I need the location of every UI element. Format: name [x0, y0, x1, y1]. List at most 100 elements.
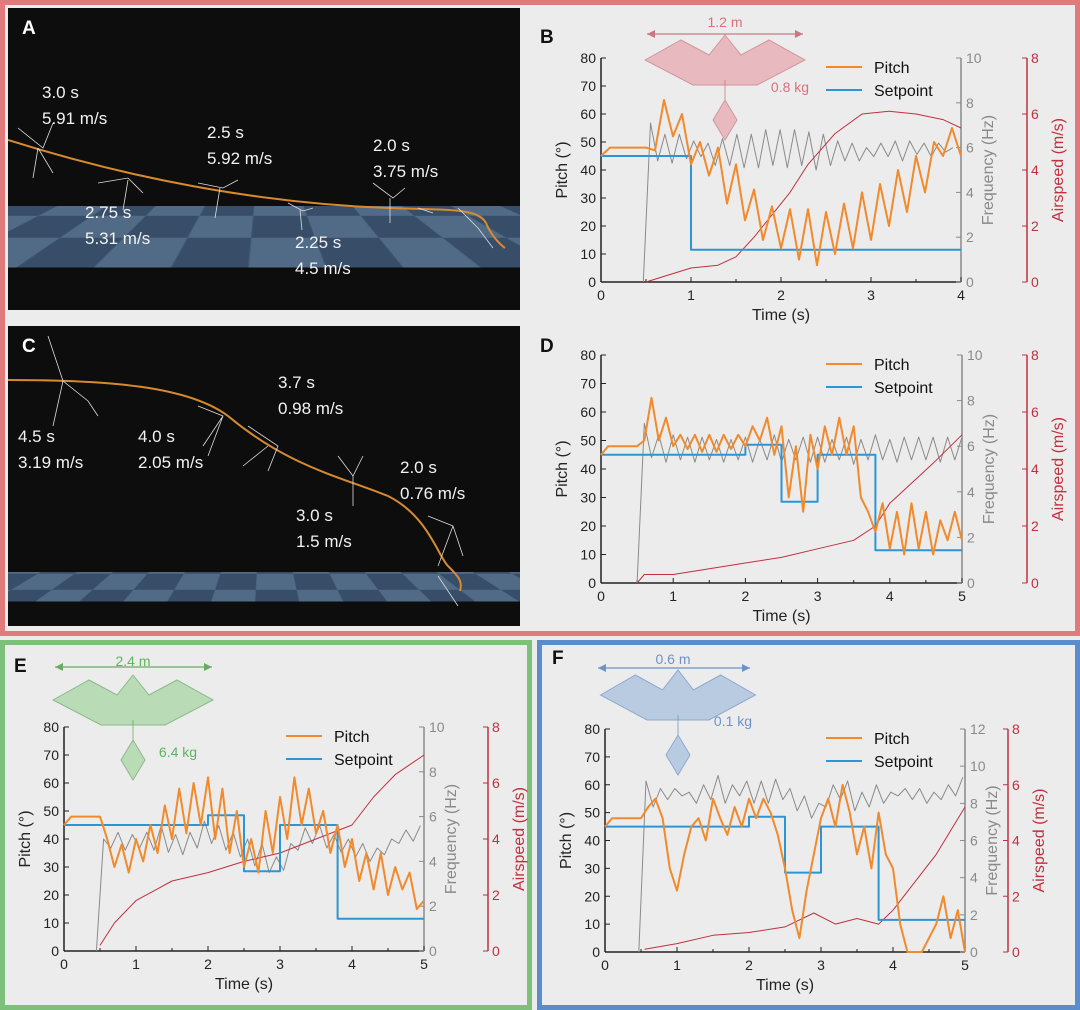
pitch-line: [63, 776, 425, 910]
pitch-line: [600, 99, 962, 267]
panel-letter-d: D: [540, 336, 554, 357]
x-tick-label: 1: [669, 588, 677, 604]
mass-label-b: 0.8 kg: [771, 79, 809, 95]
x-tick-label: 5: [420, 956, 428, 972]
trajectory-a: [8, 122, 506, 249]
legend-setpoint-label: Setpoint: [334, 752, 393, 769]
span-label-b: 1.2 m: [707, 14, 742, 30]
y-tick-label: 10: [584, 916, 600, 932]
y3-tick-label: 4: [1012, 833, 1020, 849]
y-tick-label: 40: [43, 831, 59, 847]
y-axis-title: Pitch (°): [554, 141, 571, 198]
panel-letter-b: B: [540, 27, 554, 48]
airspeed-line: [644, 806, 966, 950]
y2-tick-label: 0: [967, 575, 975, 591]
y2-axis-title: Frequency (Hz): [443, 784, 460, 894]
x-tick-label: 3: [814, 588, 822, 604]
airspeed-line: [99, 754, 425, 946]
y2-tick-label: 0: [970, 944, 978, 960]
y3-axis-title: Airspeed (m/s): [1050, 417, 1067, 521]
x-tick-label: 1: [687, 287, 695, 303]
y2-tick-label: 2: [970, 907, 978, 923]
y-tick-label: 50: [584, 805, 600, 821]
airspeed-line: [636, 434, 963, 584]
sim-label: 2.0 s 3.75 m/s: [373, 136, 439, 181]
sim-label: 2.5 s 5.92 m/s: [207, 123, 273, 168]
x-axis-title: Time (s): [756, 977, 814, 994]
y2-tick-label: 0: [966, 274, 974, 290]
x-tick-label: 4: [348, 956, 356, 972]
legend-pitch-label: Pitch: [334, 729, 370, 746]
y-tick-label: 0: [592, 944, 600, 960]
x-tick-label: 1: [673, 957, 681, 973]
legend-setpoint-label: Setpoint: [874, 380, 933, 397]
y3-tick-label: 0: [492, 943, 500, 959]
x-tick-label: 3: [867, 287, 875, 303]
y-tick-label: 50: [580, 134, 596, 150]
tail-shape: [712, 80, 738, 141]
panel-group-ad-border: [0, 0, 1080, 636]
y3-tick-label: 8: [492, 719, 500, 735]
y2-tick-label: 8: [966, 95, 974, 111]
y2-tick-label: 4: [970, 870, 978, 886]
sim-label: 3.7 s 0.98 m/s: [278, 373, 344, 418]
sim-label: 2.0 s 0.76 m/s: [400, 458, 466, 503]
y-tick-label: 20: [584, 888, 600, 904]
y2-tick-label: 6: [429, 809, 437, 825]
y-tick-label: 80: [43, 719, 59, 735]
y-axis-title: Pitch (°): [554, 440, 571, 497]
y-tick-label: 50: [580, 433, 596, 449]
frequency-line: [95, 820, 421, 952]
y2-tick-label: 4: [966, 184, 974, 200]
y3-tick-label: 4: [1031, 461, 1039, 477]
legend-setpoint-label: Setpoint: [874, 83, 933, 100]
y-tick-label: 70: [580, 376, 596, 392]
y-tick-label: 80: [580, 50, 596, 66]
x-tick-label: 0: [597, 287, 605, 303]
y-tick-label: 80: [580, 347, 596, 363]
y2-axis-title: Frequency (Hz): [980, 115, 997, 225]
y-tick-label: 30: [584, 860, 600, 876]
span-label-f: 0.6 m: [655, 651, 690, 667]
y-tick-label: 80: [584, 721, 600, 737]
chart-f: 0 1 2 3 4 50102030405060708002468101202468Tim…: [558, 721, 1048, 994]
y3-tick-label: 8: [1031, 50, 1039, 66]
y3-axis-title: Airspeed (m/s): [511, 787, 528, 891]
y3-axis-title: Airspeed (m/s): [1031, 788, 1048, 892]
x-tick-label: 2: [742, 588, 750, 604]
tail-shape: [665, 715, 691, 776]
y-tick-label: 60: [580, 404, 596, 420]
x-tick-label: 3: [817, 957, 825, 973]
y3-axis-title: Airspeed (m/s): [1050, 118, 1067, 222]
x-tick-label: 4: [957, 287, 965, 303]
x-tick-label: 0: [597, 588, 605, 604]
y-tick-label: 30: [43, 859, 59, 875]
panel-f-border: [537, 640, 1080, 1010]
setpoint-line: [601, 155, 961, 251]
y-tick-label: 70: [584, 749, 600, 765]
y3-tick-label: 2: [492, 887, 500, 903]
mass-label-e: 6.4 kg: [159, 744, 197, 760]
simulation-image-c: [8, 326, 520, 626]
sim-label: 4.5 s 3.19 m/s: [18, 427, 84, 472]
y3-tick-label: 6: [1031, 106, 1039, 122]
span-label-e: 2.4 m: [115, 653, 150, 669]
y2-axis-title: Frequency (Hz): [981, 414, 998, 524]
y3-tick-label: 4: [492, 831, 500, 847]
y3-tick-label: 8: [1031, 347, 1039, 363]
y3-tick-label: 4: [1031, 162, 1039, 178]
frequency-line: [642, 122, 954, 283]
x-tick-label: 5: [961, 957, 969, 973]
y3-tick-label: 2: [1031, 518, 1039, 534]
y2-axis-title: Frequency (Hz): [984, 785, 1001, 895]
simulation-image-a: [8, 8, 520, 310]
y-tick-label: 50: [43, 803, 59, 819]
y2-tick-label: 10: [970, 758, 986, 774]
sim-label: 2.75 s 5.31 m/s: [85, 203, 151, 248]
y2-tick-label: 8: [429, 764, 437, 780]
y2-tick-label: 4: [429, 853, 437, 869]
frequency-line: [636, 422, 963, 584]
y-tick-label: 30: [580, 190, 596, 206]
aircraft-inset-icon: [598, 664, 757, 776]
